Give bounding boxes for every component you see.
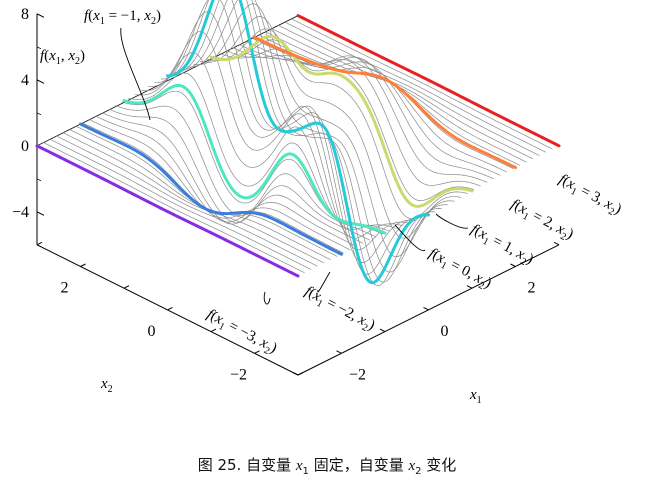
z-minor-tick [36,46,42,50]
figure-caption: 图 25. 自变量 x1 固定，自变量 x2 变化 [0,454,654,477]
caption-var2: x [408,458,416,474]
x2-tick [297,372,304,376]
leader-line [435,213,469,229]
surface-line [271,28,534,160]
surface-line [291,18,553,150]
caption-sub2: 2 [415,466,422,477]
x2-tick-label: 0 [148,323,156,340]
z-tick-label: 4 [21,72,29,89]
series-line [79,122,343,256]
svg-text:f(x1 = 0, x2): f(x1 = 0, x2) [425,245,494,294]
x2-tick [123,285,130,289]
highlighted-series [35,0,561,285]
surface-line [278,25,540,156]
x1-tick [510,263,516,267]
z-minor-tick [36,112,42,116]
surface-line [49,138,312,270]
z-minor-tick [36,13,42,17]
z-minor-tick [36,244,42,248]
x2-tick [254,350,260,354]
surface-line [56,135,318,267]
surface-line [141,31,403,239]
chart-axes: 8 4 0 −4 2 0 −2 2 0 −2 x1 x2 f(x1, x2) [12,6,560,406]
svg-text:f(x1 = 1, x2): f(x1 = 1, x2) [467,221,536,270]
x1-tick [379,328,386,333]
surface-chart: 8 4 0 −4 2 0 −2 2 0 −2 x1 x2 f(x1, x2) f(x1 = −3, x2… [12,0,624,406]
caption-var1: x [295,458,303,474]
series-line [296,14,561,148]
surface-line [219,48,481,187]
surface-line [108,108,370,241]
surface-line [187,0,449,273]
svg-text:f(x1 = 2, x2): f(x1 = 2, x2) [507,196,576,245]
x1-tick [292,372,299,376]
x1-tick-label: 2 [528,280,536,297]
series-annotation: f(x1 = −2, x2) [301,283,378,336]
leader-line [120,27,151,121]
leader-line [317,271,331,293]
z-tick-label: 0 [21,138,29,155]
x2-tick [167,306,173,311]
x2-tick [210,328,217,333]
caption-prefix: 图 25. 自变量 [197,456,296,474]
surface-line [43,142,305,274]
x1-tick [336,350,342,354]
caption-suffix: 变化 [421,456,457,474]
x2-tick-label: 2 [61,280,69,297]
surface-line [193,3,455,258]
svg-text:f(x1 = −3, x2): f(x1 = −3, x2) [203,306,280,359]
x1-tick-label: 0 [441,323,449,340]
surface-line [245,41,507,173]
leader-line [394,224,426,252]
x2-tick [80,263,86,267]
surface-line [265,31,527,163]
surface-line [232,47,494,180]
z-minor-tick [36,178,42,182]
series-annotation: f(x1 = −3, x2) [203,306,280,359]
x1-tick [553,241,560,246]
series-line [253,35,517,170]
series-annotation: f(x1 = 3, x2) [555,171,624,220]
x1-tick [466,285,473,289]
caption-middle: 固定，自变量 [308,456,409,474]
svg-text:f(x1 = 3, x2): f(x1 = 3, x2) [555,171,624,220]
svg-text:f(x1 = −2, x2): f(x1 = −2, x2) [301,283,378,336]
surface-lines [36,0,560,286]
series-line [122,83,387,235]
z-minor-tick [36,79,42,83]
x2-axis-label: x2 [100,376,113,395]
series-annotation: f(x1 = 1, x2) [467,221,536,270]
z-tick-label: −4 [12,204,29,221]
x2-tick [36,241,43,246]
x2-tick-label: −2 [230,366,247,383]
surface-line [102,112,364,244]
z-axis-label: f(x1, x2) [40,48,85,67]
surface-line [69,129,331,261]
x1-axis-label: x1 [469,387,482,406]
leader-line [263,291,271,305]
x1-tick [423,306,429,311]
surface-line [174,0,436,286]
surface-line [62,132,325,264]
surface-line [89,119,351,251]
surface-line [160,0,423,275]
surface-line [284,21,547,153]
series-annotation: f(x1 = −1, x2) [84,8,161,27]
series-annotation: f(x1 = 0, x2) [425,245,494,294]
series-annotation: f(x1 = 2, x2) [507,196,576,245]
z-minor-tick [36,211,42,215]
caption-sub1: 1 [302,466,309,477]
series-line [166,0,430,285]
z-tick-label: 8 [21,6,29,23]
svg-text:f(x1 = −1, x2): f(x1 = −1, x2) [84,8,161,27]
series-line [35,144,300,278]
surface-line [226,50,488,183]
x1-tick-label: −2 [349,366,366,383]
series-line [209,34,474,208]
